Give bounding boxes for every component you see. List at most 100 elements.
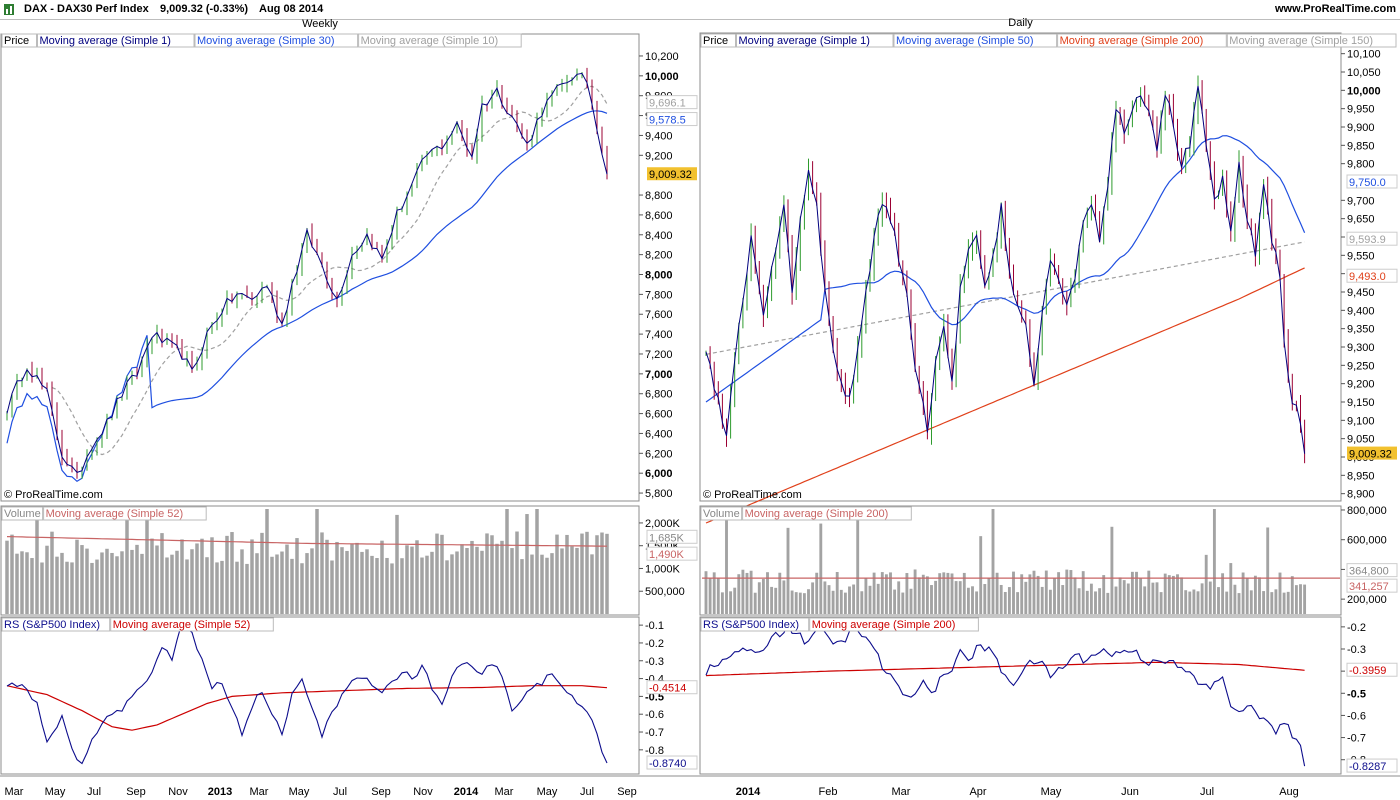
daily-price-legend-item: Moving average (Simple 50) [896,35,1034,47]
volume-bar [560,548,564,614]
volume-bar [480,550,484,614]
volume-bar [280,551,284,614]
daily-rs-legend: RS (S&P500 Index) Moving average (Simple … [700,617,979,632]
volume-bar [470,540,474,614]
volume-bar [580,533,584,614]
volume-bar [1098,588,1102,614]
weekly-price-yaxis-label: 6,600 [645,409,673,421]
volume-bar [1118,577,1122,614]
volume-bar [1167,575,1171,614]
daily-price-yaxis-label: 10,100 [1347,49,1381,61]
volume-bar [971,586,974,614]
volume-bar [240,549,244,614]
volume-bar [435,533,439,614]
volume-bar [807,589,810,614]
volume-bar [839,589,843,614]
weekly-x-label: Nov [168,786,188,798]
volume-bar [1270,592,1274,614]
daily-rs-value-box [1346,758,1398,773]
volume-bar [934,580,938,614]
volume-bar [230,532,234,614]
volume-bar [1245,577,1249,614]
weekly-price-legend-box [1,33,37,48]
daily-last-price-value-text: 9,009.32 [1349,449,1392,461]
volume-bar [823,581,827,614]
weekly-rs-ma-value: -0.4514 [646,680,698,695]
daily-price-yaxis-label: 10,000 [1347,85,1381,97]
volume-bar [310,548,314,614]
daily-price-yaxis-label: 9,200 [1347,379,1375,391]
volume-bar [843,592,847,614]
daily-rs-yaxis-label: -0.6 [1347,710,1366,722]
volume-bar [55,556,59,614]
volume-bar [712,572,716,614]
instrument-name: DAX - DAX30 Perf Index [24,3,149,15]
weekly-ma10-value-box [646,95,698,110]
daily-ma200-value: 9,493.0 [1346,268,1398,283]
weekly-x-label: 2014 [454,786,479,798]
volume-bar [1012,571,1015,614]
daily-price-yaxis-label: 9,850 [1347,140,1375,152]
volume-bar [130,549,134,614]
volume-bar [455,551,459,614]
weekly-x-label: Jul [580,786,594,798]
volume-bar [720,592,724,614]
weekly-volume-ma-value-text: 1,490K [649,549,685,561]
volume-bar [901,592,905,614]
daily-ma150-value: 9,593.9 [1346,231,1398,246]
weekly-ma10-value: 9,696.1 [646,95,698,110]
volume-bar [1225,591,1229,614]
volume-bar [917,577,921,614]
volume-bar [15,553,19,614]
weekly-price-yaxis-label: 6,000 [645,468,673,480]
volume-bar [766,572,769,614]
daily-price-yaxis-label: 9,900 [1347,122,1375,134]
volume-bar [205,557,209,614]
volume-bar [729,591,733,614]
site-link[interactable]: www.ProRealTime.com [1274,3,1396,15]
weekly-ma30-value: 9,578.5 [646,112,698,127]
volume-bar [868,585,872,614]
daily-x-label: Apr [969,786,986,798]
weekly-rs-value-text: -0.8740 [649,758,686,770]
volume-bar [794,592,798,614]
volume-bar [975,591,979,614]
volume-bar [753,592,757,614]
daily-price-legend-box [1057,33,1227,48]
volume-bar [385,557,389,614]
prorealtime-logo-icon [4,4,14,15]
weekly-price-yaxis-label: 8,000 [645,270,673,282]
weekly-rs-yaxis-label: -0.8 [645,745,664,757]
weekly-x-label: Mar [5,786,24,798]
volume-bar [135,544,139,614]
volume-bar [1122,580,1126,614]
weekly-rs-value-box [646,755,698,770]
last-quote: 9,009.32 (-0.33%) [160,3,249,15]
daily-price-legend-box [893,33,1058,48]
volume-bar [445,560,449,614]
volume-bar [165,557,169,614]
volume-bar [1249,590,1253,614]
weekly-price-yaxis-label: 5,800 [645,488,673,500]
daily-price-title: Daily [1008,17,1033,29]
daily-price-legend: Price Moving average (Simple 1) Moving ave… [700,33,1397,48]
daily-price-yaxis-label: 9,050 [1347,434,1375,446]
daily-price-yaxis-label: 9,550 [1347,250,1375,262]
weekly-x-label: Jul [87,786,101,798]
volume-bar [909,588,913,614]
weekly-volume-legend-item: Moving average (Simple 52) [46,508,184,520]
daily-rs-legend-box [700,617,810,632]
volume-bar [864,578,868,614]
volume-bar [930,585,933,614]
daily-volume-ma-value-text: 341,257 [1349,581,1389,593]
volume-bar [995,572,999,614]
weekly-volume-legend-box [43,506,207,521]
volume-bar [897,581,901,614]
volume-bar [350,543,354,614]
daily-volume-yaxis-label: 800,000 [1347,505,1387,517]
volume-bar [1229,563,1233,614]
daily-volume-value-box [1346,563,1398,578]
weekly-price-frame [0,33,640,502]
volume-bar [125,509,129,614]
